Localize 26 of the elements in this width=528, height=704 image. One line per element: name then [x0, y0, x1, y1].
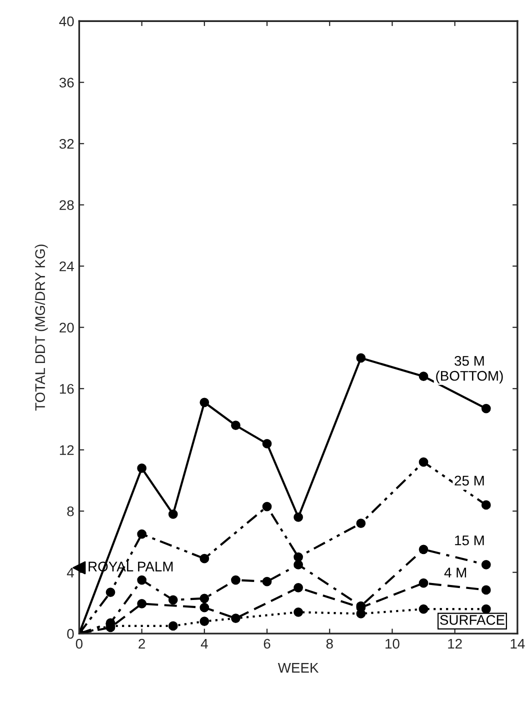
series-label: 15 M	[455, 536, 484, 546]
x-axis-title: WEEK	[278, 663, 319, 673]
y-tick-label: 8	[67, 506, 74, 516]
y-tick-label: 28	[60, 200, 74, 210]
x-tick-label: 4	[200, 638, 208, 649]
y-tick-label: 12	[60, 445, 74, 455]
series-label: 4 M	[444, 568, 466, 578]
x-tick-label: 6	[264, 638, 270, 649]
x-tick-label: 0	[76, 638, 83, 649]
series-label: 25 M	[454, 476, 484, 486]
x-tick-label: 14	[510, 638, 525, 649]
x-tick-label: 10	[386, 638, 400, 649]
y-tick-label: 20	[60, 322, 74, 333]
y-axis-title: TOTAL DDT (MG/DRY KG)	[34, 244, 48, 411]
y-tick-label: 4	[66, 568, 74, 578]
series-label: 35 M (BOTTOM)	[436, 356, 503, 384]
y-tick-label: 36	[59, 78, 74, 88]
series-label: SURFACE	[440, 615, 504, 625]
y-tick-label: 32	[59, 138, 74, 149]
y-tick-label: 0	[67, 628, 74, 639]
y-tick-label: 24	[60, 261, 74, 272]
x-tick-label: 12	[448, 638, 462, 649]
y-tick-label: 40	[59, 16, 74, 26]
y-tick-label: 16	[60, 384, 74, 394]
x-tick-label: 2	[138, 638, 145, 649]
x-tick-label: 8	[326, 638, 333, 649]
